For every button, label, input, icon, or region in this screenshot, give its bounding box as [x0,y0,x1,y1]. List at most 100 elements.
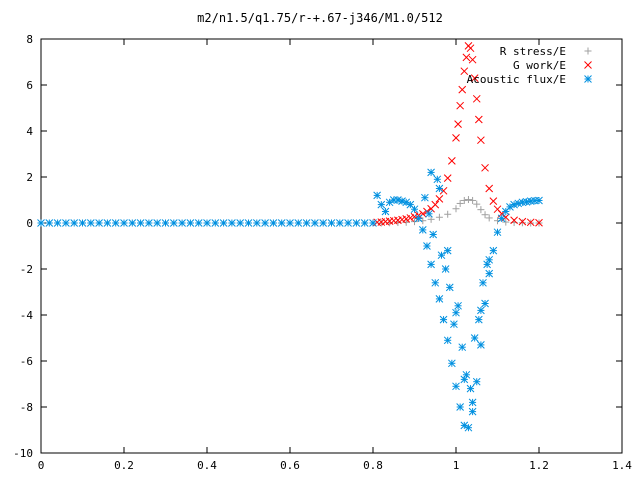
data-point [464,196,472,204]
x-tick-label: 0.8 [363,459,383,472]
marker-stroke [410,212,419,221]
legend-marker [584,75,592,83]
marker-stroke [485,255,494,264]
marker-stroke [435,295,444,303]
data-point [493,228,502,237]
y-tick-label: 2 [26,171,33,184]
marker-stroke [454,120,462,128]
x-tick-label: 0.4 [197,459,217,472]
marker-stroke [441,265,450,273]
marker-stroke [319,219,328,227]
data-point [468,407,477,416]
data-point [62,219,70,227]
data-point [103,219,112,227]
marker-stroke [335,219,344,227]
data-point [481,163,489,172]
data-point [450,320,458,329]
x-tick-label: 0 [38,459,45,472]
data-point [169,219,178,227]
data-point [360,219,369,227]
marker-stroke [493,205,502,214]
marker-stroke [456,101,465,110]
marker-stroke [474,115,483,124]
marker-stroke [70,219,79,227]
marker-stroke [373,191,382,200]
marker-stroke [479,278,487,287]
series-layer [37,42,543,432]
data-point [458,343,467,352]
marker-stroke [360,219,369,227]
data-point [431,278,440,287]
marker-stroke [103,219,112,227]
marker-stroke [398,197,406,206]
marker-stroke [418,226,427,234]
marker-stroke [454,301,462,310]
data-point [373,191,382,200]
marker-stroke [510,216,518,225]
marker-stroke [86,219,95,227]
data-point [335,219,344,227]
marker-stroke [460,375,469,384]
marker-stroke [427,168,435,177]
data-point [86,219,95,227]
marker-stroke [252,219,261,227]
marker-stroke [447,359,456,368]
marker-stroke [437,251,446,260]
marker-stroke [406,200,415,209]
data-point [477,206,485,214]
y-tick-label: -8 [20,401,33,414]
legend-marker [584,47,592,55]
data-point [252,219,261,227]
marker-stroke [489,197,498,206]
data-point [269,219,278,227]
data-point [377,200,386,209]
data-point [452,134,460,142]
data-point [472,377,481,386]
data-point [427,168,435,177]
data-point [535,196,543,205]
legend-label: G work/E [513,59,566,72]
data-point [410,205,419,214]
data-point [277,219,286,227]
data-point [518,217,527,226]
data-point [78,219,87,227]
data-point [458,85,467,94]
data-point [244,219,253,227]
data-point [435,213,443,221]
data-point [464,423,473,432]
data-point [485,269,494,278]
data-point [454,301,462,310]
data-point [477,136,485,145]
marker-stroke [481,299,489,308]
marker-stroke [194,219,203,227]
marker-stroke [211,219,220,227]
marker-stroke [477,341,485,349]
y-tick-label: 6 [26,79,33,92]
marker-stroke [244,219,253,227]
marker-stroke [352,219,361,227]
marker-stroke [535,196,543,205]
data-point [466,44,475,53]
data-point [452,308,460,317]
data-point [447,157,456,165]
marker-stroke [474,315,483,324]
data-point [481,211,489,219]
data-point [468,398,477,407]
data-point [485,255,494,264]
y-tick-label: -2 [20,263,33,276]
marker-stroke [477,136,485,145]
data-point [454,120,462,128]
marker-stroke [458,343,467,352]
data-point [410,212,419,221]
marker-stroke [203,219,211,227]
marker-stroke [584,61,592,69]
data-point [468,55,477,64]
marker-stroke [153,219,162,227]
data-point [261,219,269,227]
data-point [178,219,186,227]
data-point [70,219,79,227]
chart-title: m2/n1.5/q1.75/r-+.67-j346/M1.0/512 [197,11,443,25]
marker-stroke [445,283,454,292]
plot-frame [40,38,623,454]
